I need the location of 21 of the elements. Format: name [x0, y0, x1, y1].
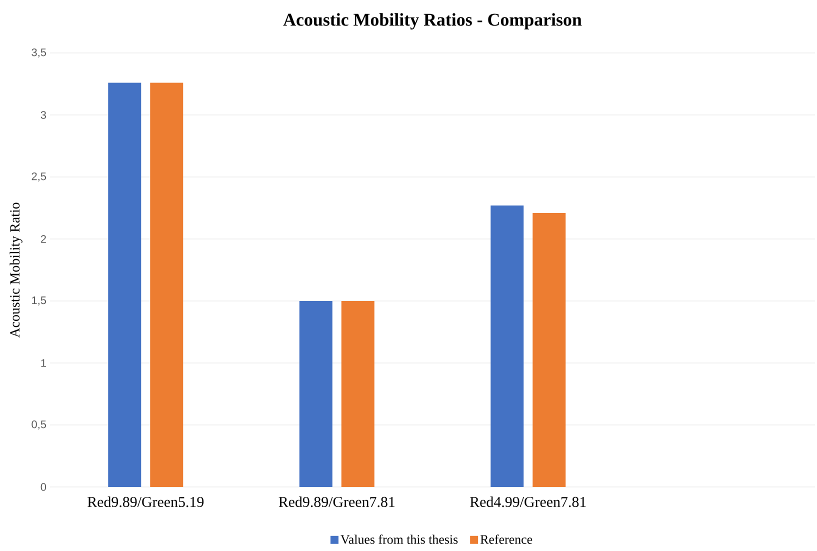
bar	[532, 212, 566, 487]
y-tick-label: 2	[40, 235, 46, 243]
chart-title: Acoustic Mobility Ratios - Comparison	[283, 13, 582, 30]
x-tick-label: Red4.99/Green7.81	[470, 496, 586, 508]
x-tick-label: Red9.89/Green7.81	[278, 496, 395, 508]
x-tick-label: Red9.89/Green5.19	[88, 496, 204, 508]
bar	[108, 82, 142, 487]
y-tick-label: 2,5	[32, 172, 46, 182]
y-tick-label: 3	[40, 111, 46, 119]
y-tick-label: 1,5	[32, 296, 46, 306]
bar	[299, 300, 332, 487]
legend-label: Reference	[480, 534, 532, 544]
legend-label: Values from this thesis	[340, 534, 458, 544]
bar	[490, 206, 524, 487]
bar	[150, 82, 184, 487]
y-tick-label: 0,5	[32, 420, 46, 430]
y-tick-label: 3,5	[32, 48, 46, 58]
y-tick-label: 0	[40, 483, 46, 491]
bar	[341, 300, 374, 487]
y-axis-title: Acoustic Mobility Ratio	[10, 202, 22, 338]
y-tick-label: 1	[41, 359, 46, 367]
